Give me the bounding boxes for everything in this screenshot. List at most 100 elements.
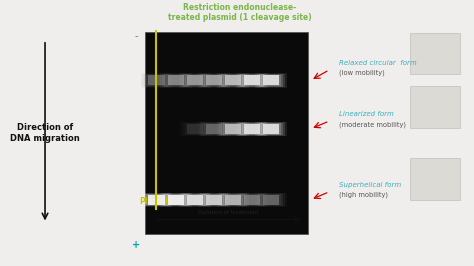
Bar <box>261 194 281 205</box>
Bar <box>166 194 186 205</box>
Bar <box>187 75 203 85</box>
Bar <box>185 194 205 205</box>
Bar <box>238 193 266 206</box>
Bar <box>183 194 207 206</box>
Bar <box>168 75 184 85</box>
Bar <box>410 86 460 128</box>
Bar <box>259 74 283 86</box>
Bar <box>263 75 279 85</box>
Bar <box>164 194 188 206</box>
Bar <box>244 75 260 85</box>
Bar <box>225 195 241 205</box>
Bar <box>263 124 279 134</box>
Bar <box>160 193 191 207</box>
Bar <box>181 193 209 206</box>
Bar <box>166 75 186 86</box>
Bar <box>217 73 249 88</box>
Bar <box>179 122 211 136</box>
Bar <box>162 74 190 87</box>
Bar <box>221 74 245 86</box>
Bar <box>242 123 262 135</box>
Bar <box>164 74 188 86</box>
Bar <box>198 193 230 207</box>
Bar <box>160 73 191 88</box>
Bar <box>410 32 460 74</box>
Bar <box>141 73 172 88</box>
Bar <box>240 123 264 135</box>
Bar <box>219 122 247 136</box>
Bar <box>242 75 262 86</box>
Bar <box>183 123 207 135</box>
Bar <box>219 193 247 206</box>
Bar <box>198 122 230 136</box>
Bar <box>145 74 168 86</box>
Bar <box>185 123 205 135</box>
Bar <box>238 74 266 87</box>
Bar <box>198 73 230 88</box>
Text: Superhelical form: Superhelical form <box>339 182 401 188</box>
Bar <box>206 195 222 205</box>
Bar <box>217 193 249 207</box>
Bar <box>244 195 260 205</box>
Bar <box>145 194 168 206</box>
Bar <box>146 75 166 86</box>
Bar <box>410 159 460 200</box>
Bar <box>179 73 211 88</box>
Bar <box>259 123 283 135</box>
Bar <box>221 194 245 206</box>
Bar <box>223 123 243 135</box>
Bar <box>204 123 224 135</box>
Text: Linearized form: Linearized form <box>339 111 394 117</box>
Bar <box>202 123 226 135</box>
Bar <box>206 124 222 134</box>
Bar <box>225 75 241 85</box>
Text: Duration of treatment: Duration of treatment <box>199 210 259 215</box>
Text: (low mobility): (low mobility) <box>339 69 385 76</box>
Bar <box>141 193 172 207</box>
Bar <box>261 75 281 86</box>
Bar <box>257 193 285 206</box>
Bar <box>185 75 205 86</box>
Bar <box>181 122 209 136</box>
Bar <box>225 124 241 134</box>
Bar <box>202 194 226 206</box>
Bar <box>200 122 228 136</box>
Bar <box>236 193 268 207</box>
Text: Plasmid: Plasmid <box>139 197 173 206</box>
Bar <box>257 122 285 136</box>
Bar <box>187 124 203 134</box>
Bar <box>168 195 184 205</box>
Bar <box>183 74 207 86</box>
Bar <box>240 194 264 206</box>
Bar <box>204 75 224 86</box>
Bar <box>257 74 285 87</box>
Bar <box>148 75 164 85</box>
Bar <box>145 32 308 234</box>
Bar <box>217 122 249 136</box>
Bar <box>255 122 287 136</box>
Bar <box>202 74 226 86</box>
Bar <box>143 193 170 206</box>
Bar <box>181 74 209 87</box>
Bar <box>221 123 245 135</box>
Text: (high mobility): (high mobility) <box>339 192 388 198</box>
Text: (moderate mobility): (moderate mobility) <box>339 121 406 128</box>
Bar <box>223 75 243 86</box>
Text: +: + <box>132 240 140 250</box>
Bar <box>200 74 228 87</box>
Bar <box>219 74 247 87</box>
Bar <box>179 193 211 207</box>
Text: -: - <box>134 31 138 41</box>
Bar <box>143 74 170 87</box>
Bar <box>204 194 224 205</box>
Bar <box>187 195 203 205</box>
Bar <box>200 193 228 206</box>
Bar <box>146 194 166 205</box>
Bar <box>240 74 264 86</box>
Bar <box>223 194 243 205</box>
Bar <box>255 73 287 88</box>
Text: Restriction endonuclease-
treated plasmid (1 cleavage site): Restriction endonuclease- treated plasmi… <box>167 3 311 22</box>
Bar <box>238 122 266 136</box>
Bar <box>162 193 190 206</box>
Bar <box>259 194 283 206</box>
